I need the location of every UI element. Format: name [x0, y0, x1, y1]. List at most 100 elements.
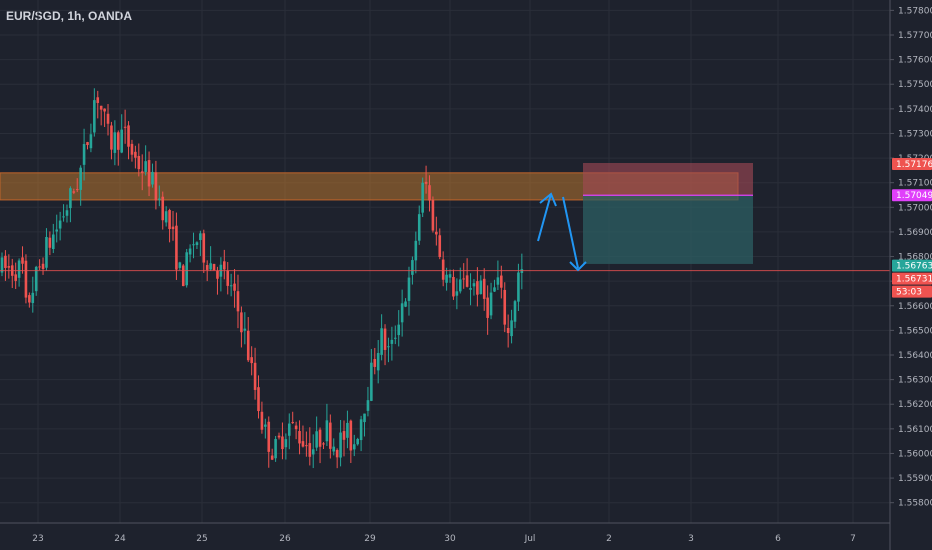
candle-body	[472, 283, 476, 287]
candle-body	[144, 161, 147, 173]
candle-body	[445, 274, 448, 283]
candle-body	[390, 339, 394, 344]
candle	[383, 324, 387, 366]
candle	[28, 292, 31, 308]
candle-body	[428, 185, 431, 201]
candle	[356, 437, 359, 446]
candle-body	[75, 189, 79, 191]
candle	[75, 178, 79, 193]
candle-body	[294, 425, 298, 430]
candle-body	[329, 422, 332, 449]
candle	[445, 267, 448, 291]
x-tick-label: Jul	[524, 534, 536, 544]
candle-body	[342, 431, 346, 440]
y-tick-label: 1.56900	[898, 228, 932, 238]
candle-body	[209, 263, 212, 270]
candle-body	[305, 445, 308, 447]
candle-body	[168, 210, 171, 230]
y-tick-label: 1.57600	[898, 56, 932, 66]
candle-body	[62, 216, 65, 218]
candle-body	[82, 144, 86, 165]
candle	[438, 228, 442, 260]
candle	[332, 438, 336, 456]
candle-body	[335, 449, 339, 458]
candle	[513, 299, 517, 329]
candle	[144, 145, 147, 176]
candle	[188, 244, 192, 263]
candle-body	[366, 400, 370, 411]
candle-body	[394, 337, 397, 339]
y-tick-label: 1.57000	[898, 203, 932, 213]
y-tick-label: 1.57800	[898, 6, 932, 16]
candle	[86, 141, 89, 150]
candle	[123, 109, 127, 144]
candle	[0, 252, 4, 277]
candle	[164, 206, 168, 227]
candle-body	[376, 353, 380, 371]
candle-body	[291, 422, 294, 424]
candle	[441, 251, 445, 287]
candle-body	[517, 272, 520, 302]
candle-body	[110, 125, 113, 150]
candle	[301, 425, 305, 448]
candle	[476, 267, 479, 307]
candle	[291, 411, 294, 424]
y-tick-label: 1.56100	[898, 425, 932, 435]
candle	[376, 340, 380, 384]
candle	[58, 211, 62, 241]
candle-body	[69, 188, 72, 209]
candle	[455, 278, 459, 310]
candle-body	[264, 424, 267, 427]
candle	[431, 196, 435, 233]
candle-body	[216, 270, 219, 279]
candle-body	[407, 277, 411, 301]
candle	[482, 268, 486, 311]
candle-body	[421, 182, 424, 213]
candle-body	[7, 266, 11, 268]
candle	[404, 298, 407, 308]
candle-body	[195, 242, 199, 246]
candle	[349, 419, 353, 464]
candle	[264, 418, 267, 439]
x-tick-label: 29	[364, 534, 376, 544]
candle-body	[223, 261, 226, 270]
candle-body	[274, 438, 277, 459]
candle	[359, 415, 363, 452]
candle-body	[171, 226, 175, 230]
candle-body	[116, 132, 120, 150]
candle-body	[277, 435, 281, 438]
candle-body	[404, 301, 407, 307]
candle-body	[24, 260, 28, 298]
candle	[294, 421, 298, 440]
candle-body	[424, 181, 428, 184]
x-tick-label: 7	[850, 534, 856, 544]
candle-body	[486, 297, 489, 318]
candle	[216, 266, 219, 295]
candle-body	[38, 266, 41, 268]
candle	[281, 422, 284, 460]
candle-body	[298, 431, 301, 444]
candle-body	[346, 422, 349, 438]
candle-body	[175, 225, 178, 270]
x-tick-label: 23	[32, 534, 43, 544]
candle-body	[356, 438, 359, 445]
candle	[116, 130, 120, 166]
candle	[24, 254, 28, 304]
candle	[322, 442, 325, 450]
candle-body	[161, 196, 165, 221]
candle	[69, 186, 72, 223]
candle-body	[99, 105, 103, 110]
candle	[267, 416, 271, 468]
candle	[489, 282, 493, 320]
candle-body	[17, 260, 21, 278]
candle-body	[185, 252, 188, 286]
candle-body	[31, 292, 35, 304]
y-tick-label: 1.57400	[898, 105, 932, 115]
candle-body	[441, 259, 445, 280]
candle-body	[411, 260, 414, 275]
candle	[120, 114, 123, 154]
candle	[147, 151, 151, 197]
candle	[510, 309, 513, 344]
